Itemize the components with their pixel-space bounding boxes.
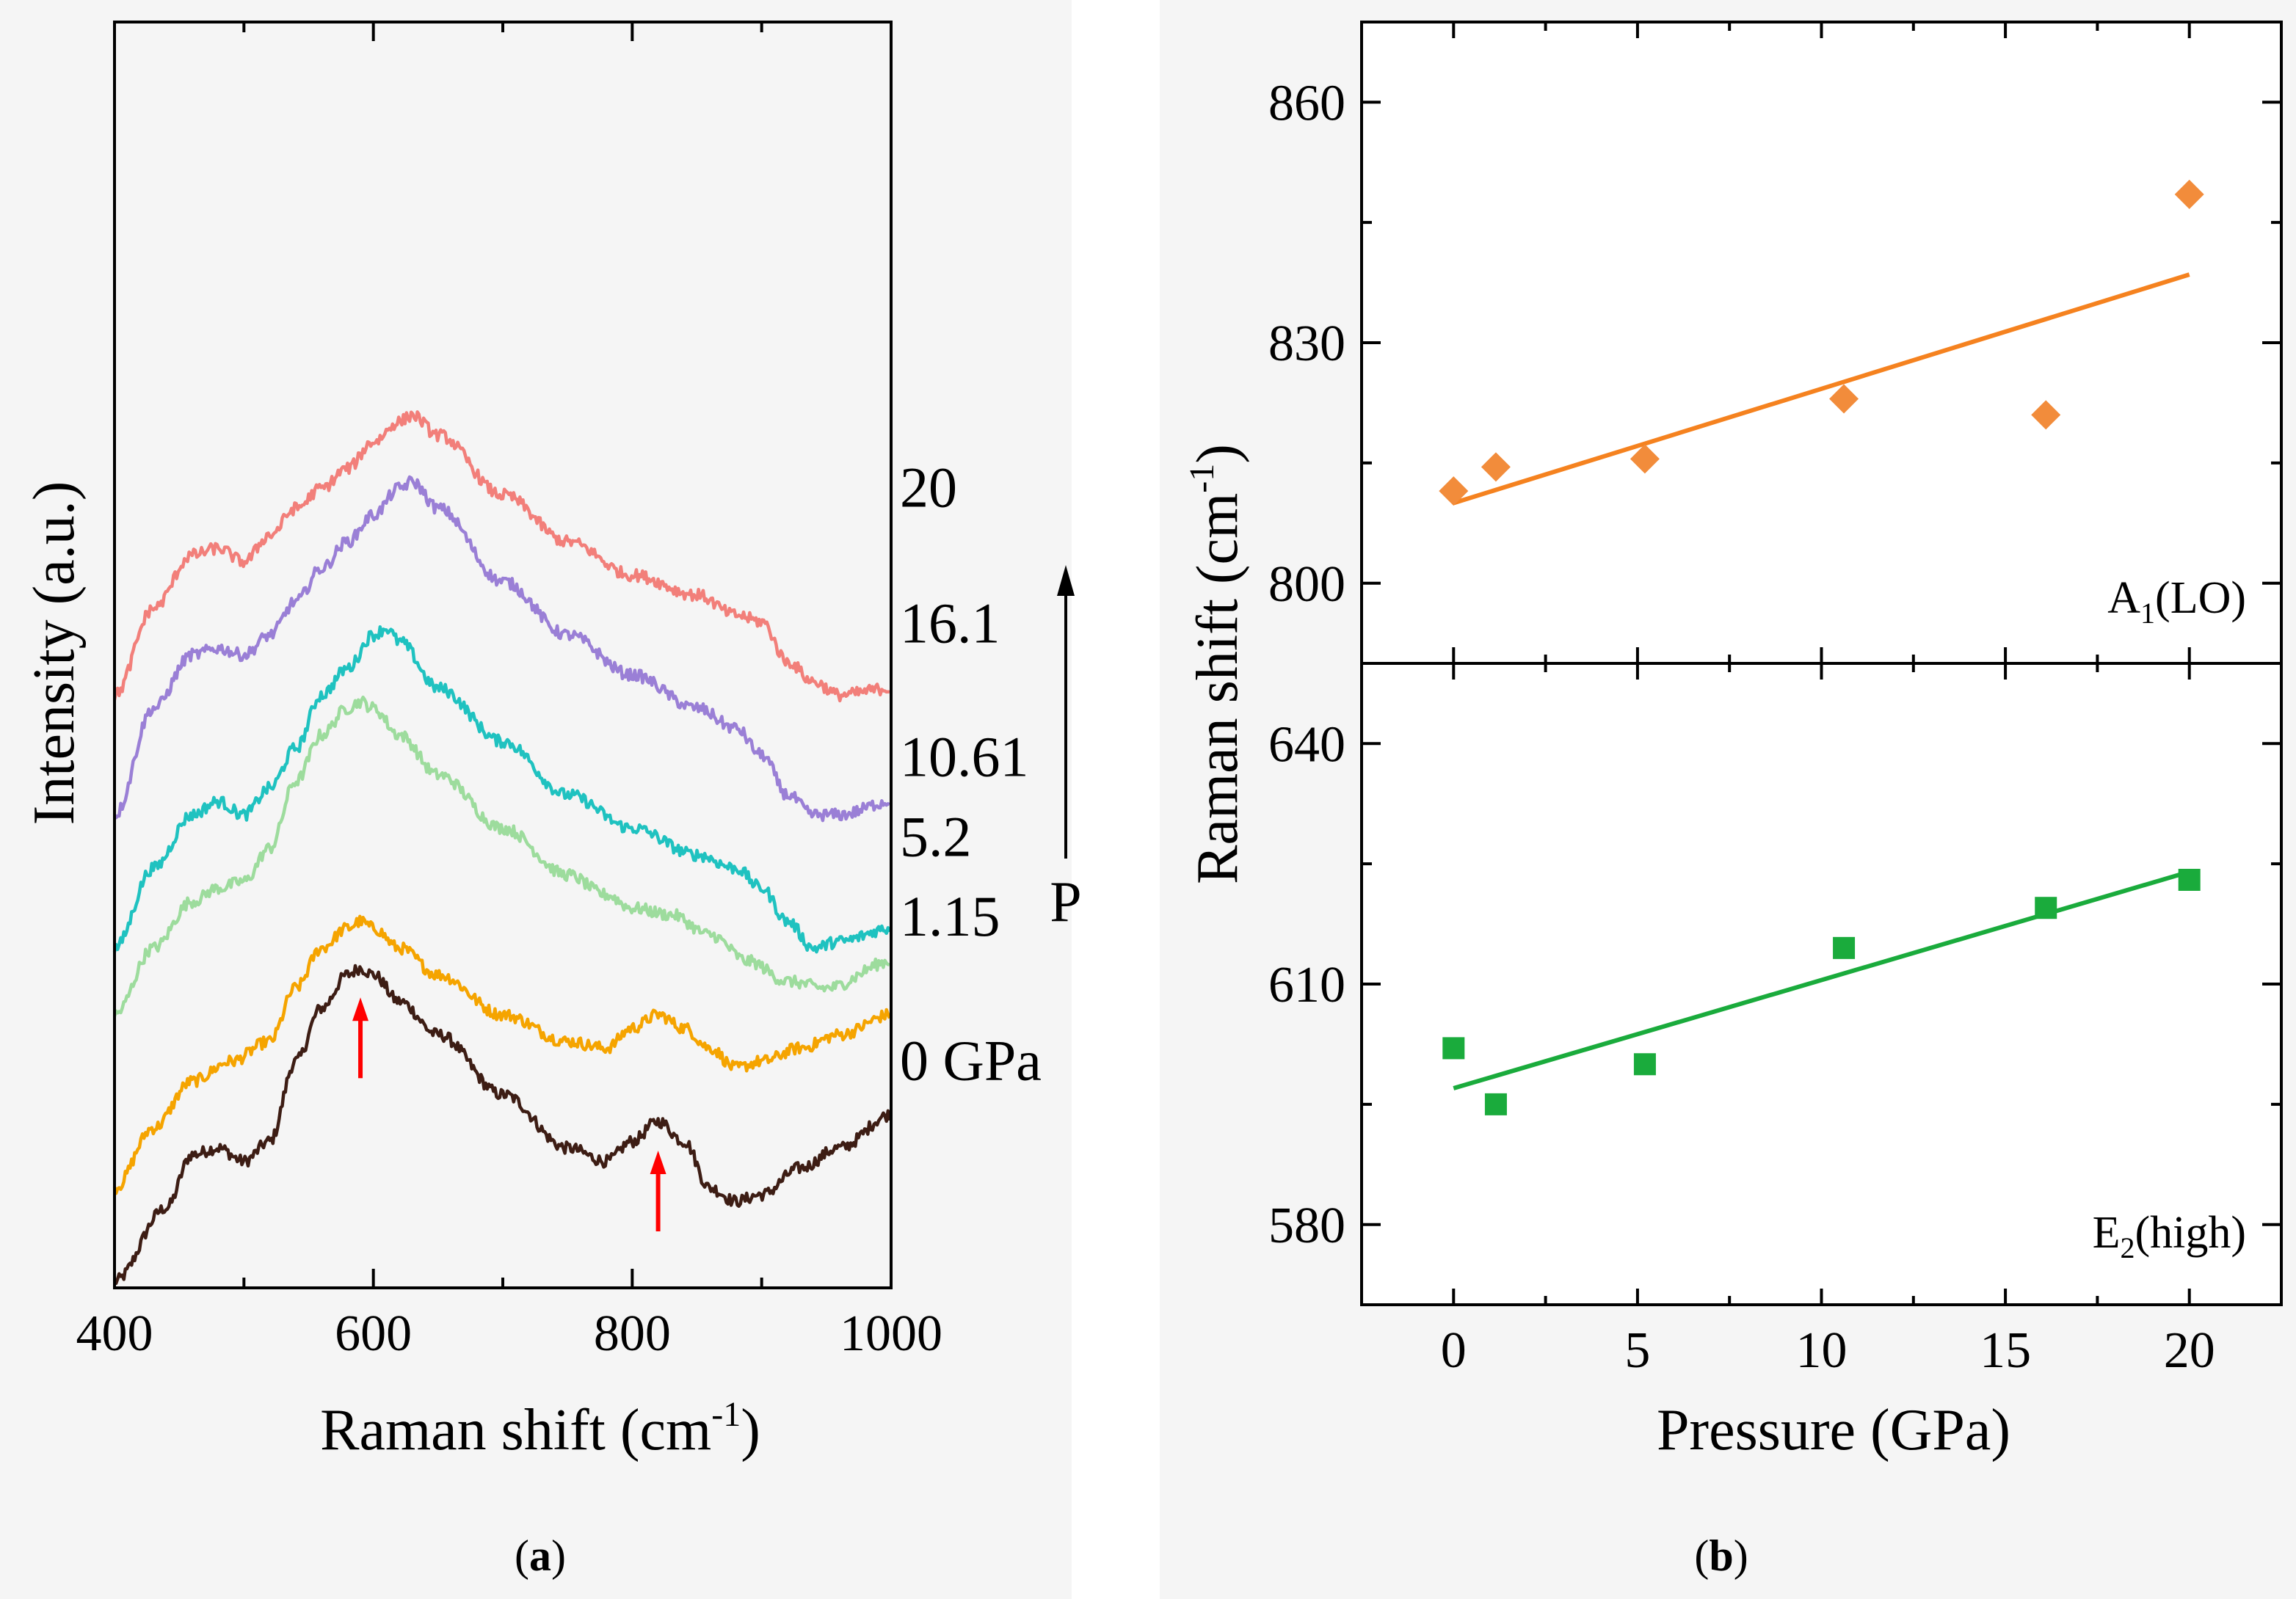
y-tick-label-a1-lo: 800 [1268,556,1345,613]
data-point-a1-lo [1829,384,1859,414]
peak-arrow-head [650,1151,666,1175]
panel-a-y-axis-title: Intensity (a.u.) [22,481,87,826]
y-tick-label-e2-high: 580 [1268,1198,1345,1254]
spectrum-1-15-gpa [112,914,892,1195]
panel-b-x-axis: 0 5 10 15 20 [1441,1322,2215,1379]
panel-b-x-tick-label: 20 [2164,1322,2215,1379]
data-point-a1-lo [1630,444,1660,474]
pressure-arrow-label: P [1050,870,1081,933]
series-label-0-gpa: 0 GPa [900,1028,1042,1092]
panel-a-x-axis: 400 600 800 1000 [76,22,942,1362]
pressure-arrow-head [1057,565,1075,596]
panel-a-peak-arrows [352,997,666,1232]
panel-a-x-tick-label: 600 [335,1305,412,1362]
data-point-e2-high [1633,1053,1656,1076]
data-point-e2-high [1484,1093,1507,1115]
panel-b-caption: (b) [1694,1531,1748,1580]
y-tick-label-e2-high: 640 [1268,716,1345,773]
data-point-e2-high [1833,936,1856,959]
spectrum-5-2-gpa [112,695,890,1017]
y-tick-label-a1-lo: 830 [1268,316,1345,372]
panel-a-x-tick-label: 400 [76,1305,153,1362]
spectrum-16-1-gpa [112,475,890,823]
series-label-20-gpa: 20 [900,456,957,520]
data-point-e2-high [2178,868,2201,891]
panel-a-series-labels: 0 GPa 1.15 5.2 10.61 16.1 20 [900,456,1042,1093]
data-point-a1-lo [2174,179,2204,209]
peak-arrow-head [352,997,369,1021]
series-label-1-15-gpa: 1.15 [900,884,1000,948]
panel-b: 800 830 860 580 610 640 0 5 10 15 20 A1(LO) E2(h… [1160,0,2296,1599]
panel-a-series-group [112,410,892,1286]
data-point-a1-lo [2031,400,2061,430]
fit-line-a1-lo [1453,272,2190,506]
panel-b-x-tick-label: 0 [1441,1322,1467,1379]
data-point-e2-high [1442,1037,1465,1060]
mode-label-e2-high: E2(high) [2093,1208,2246,1264]
panel-a-x-tick-label: 1000 [840,1305,942,1362]
subplot-e2-high: 580 610 640 [1268,663,2281,1305]
panel-b-y-axis-title: Raman shift (cm-1) [1182,444,1250,884]
series-label-16-1-gpa: 16.1 [900,591,1000,655]
spectrum-10-61-gpa [112,625,892,954]
pressure-arrow: P [1050,565,1082,933]
data-point-a1-lo [1481,452,1511,482]
subplot-a1-lo: 800 830 860 [1268,22,2281,663]
panel-a-caption: (a) [515,1531,566,1580]
y-tick-label-e2-high: 610 [1268,957,1345,1013]
panel-a-x-axis-title: Raman shift (cm-1) [320,1395,760,1463]
fit-line-e2-high [1453,870,2190,1090]
panel-a-x-tick-label: 800 [594,1305,671,1362]
data-point-e2-high [2035,897,2057,919]
spectrum-0-gpa [112,964,892,1286]
spectrum-20-gpa [112,410,890,703]
y-tick-label-a1-lo: 860 [1268,75,1345,131]
series-label-10-61-gpa: 10.61 [900,724,1029,788]
panel-b-x-tick-label: 10 [1796,1322,1848,1379]
series-label-5-2-gpa: 5.2 [900,804,972,868]
panel-b-x-tick-label: 15 [1980,1322,2031,1379]
panel-b-x-axis-title: Pressure (GPa) [1657,1398,2010,1463]
data-point-a1-lo [1439,476,1469,506]
panel-b-x-tick-label: 5 [1624,1322,1650,1379]
mode-label-a1-lo: A1(LO) [2107,573,2246,630]
panel-a-background [0,0,1072,1599]
